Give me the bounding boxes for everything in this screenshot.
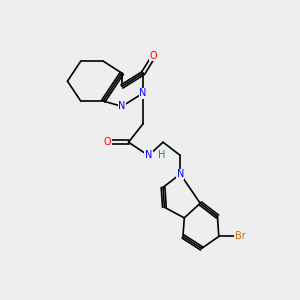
Text: N: N: [177, 169, 184, 179]
Text: N: N: [118, 101, 126, 111]
Text: O: O: [103, 137, 111, 147]
Text: H: H: [158, 151, 165, 160]
Text: O: O: [150, 51, 158, 61]
Text: Br: Br: [235, 232, 245, 242]
Text: N: N: [145, 151, 152, 160]
Text: N: N: [140, 88, 147, 98]
